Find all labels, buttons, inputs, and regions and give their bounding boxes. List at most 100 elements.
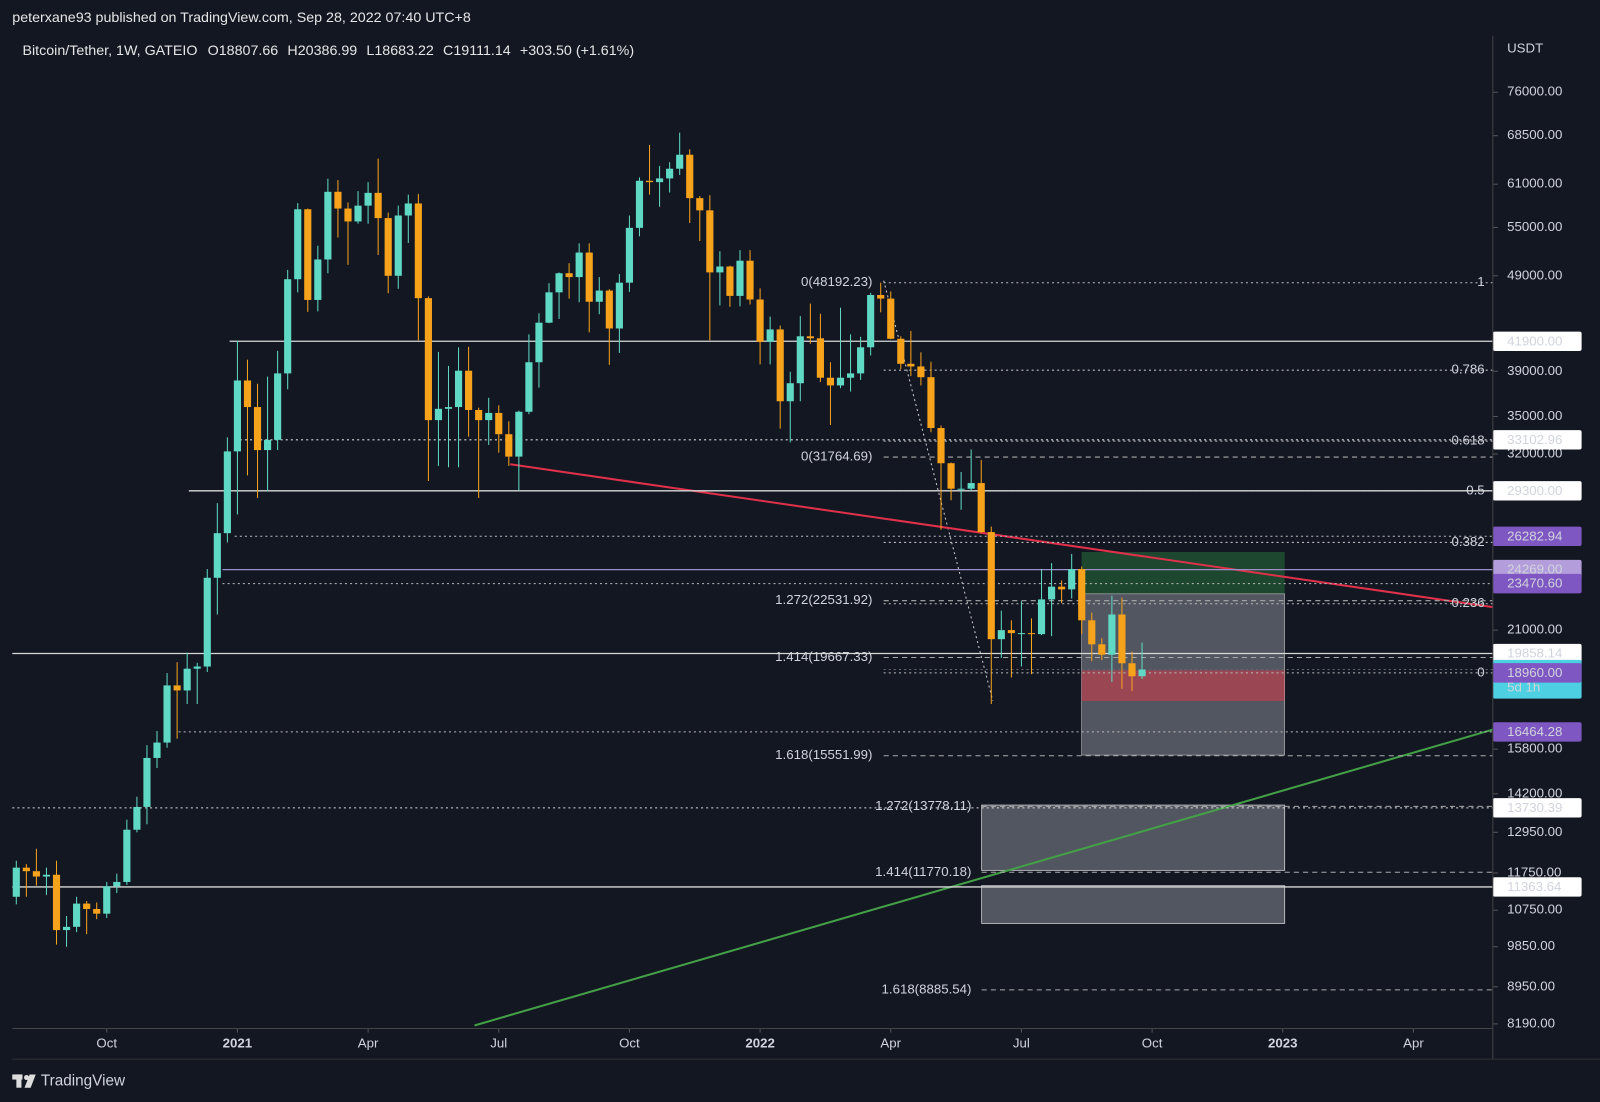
candle-body <box>1118 614 1126 664</box>
candle-body <box>937 428 945 464</box>
fib-extension-label: 1.272(13778.11) <box>875 798 971 813</box>
y-tick-label: 61000.00 <box>1507 176 1562 191</box>
candle-body <box>676 154 684 169</box>
candle-body <box>1058 586 1066 590</box>
fib-extension-label: 1.414(19667.33) <box>775 649 872 664</box>
candle-body <box>545 292 553 323</box>
y-tick-label: 11750.00 <box>1507 864 1561 879</box>
x-tick-label: Jul <box>1013 1035 1030 1050</box>
candle-body <box>133 806 141 830</box>
price-label: 16464.28 <box>1507 724 1562 739</box>
price-label-box <box>1492 573 1582 594</box>
candle-body <box>686 154 694 199</box>
brand: TradingView <box>41 1073 126 1090</box>
candle-body <box>314 259 322 300</box>
candle-body <box>907 363 915 367</box>
candle-body <box>1048 586 1056 600</box>
candle-body <box>786 383 794 402</box>
candle-body <box>495 412 503 435</box>
y-tick-label: 8190.00 <box>1507 1015 1555 1030</box>
candle-body <box>1037 599 1046 635</box>
y-tick-label: 35000.00 <box>1507 408 1562 423</box>
price-label: 11363.64 <box>1507 879 1561 894</box>
fib-origin-label: 0(48192.23) <box>801 274 872 289</box>
candle-body <box>264 439 272 451</box>
candle-body <box>73 903 81 927</box>
candle-body <box>143 757 151 807</box>
x-tick-label: Oct <box>1142 1035 1163 1050</box>
candle-body <box>565 273 573 278</box>
candle-body <box>203 577 211 667</box>
candle-body <box>887 298 895 339</box>
y-tick-label: 9850.00 <box>1507 938 1555 953</box>
candle-body <box>374 192 382 219</box>
candle-body <box>1017 633 1025 635</box>
candle-body <box>103 886 111 914</box>
candle-body <box>434 408 443 421</box>
stop-zone <box>1081 670 1285 701</box>
candle-body <box>1128 663 1136 677</box>
candle-body <box>394 215 402 276</box>
candle-body <box>927 377 935 429</box>
price-label: 33102.96 <box>1507 432 1562 447</box>
candle-body <box>766 329 774 342</box>
fib-label: 0.236 <box>1451 595 1484 610</box>
price-label-box <box>1492 430 1582 450</box>
fib-extension-label: 1.414(11770.18) <box>875 864 971 879</box>
drawings <box>474 280 1494 1027</box>
candle-body <box>294 209 302 280</box>
candle-body <box>444 407 453 409</box>
y-tick-label: 12950.00 <box>1507 824 1562 839</box>
publisher: peterxane93 published on TradingView.com… <box>12 10 471 26</box>
price-label: 29300.00 <box>1507 483 1562 498</box>
candle-body <box>917 366 925 378</box>
candle-body <box>957 488 965 490</box>
candle-body <box>1027 633 1036 635</box>
price-label-box <box>1492 798 1582 818</box>
candle-body <box>83 903 91 910</box>
candle-body <box>233 380 241 452</box>
fib-label: 0.786 <box>1451 362 1484 377</box>
ohlc-value: +303.50 (+1.61%) <box>520 43 634 59</box>
candle-body <box>857 347 865 374</box>
x-tick-label: Jul <box>490 1035 507 1050</box>
candle-body <box>625 227 633 283</box>
candle-body <box>223 451 231 534</box>
candle-body <box>52 874 61 931</box>
candle-body <box>947 463 955 489</box>
fib-extension-label: 1.618(8885.54) <box>882 981 972 996</box>
candle-body <box>424 298 432 421</box>
candle-body <box>605 290 613 329</box>
price-label-box <box>1492 526 1582 546</box>
candle-body <box>284 279 292 374</box>
candle-body <box>414 203 422 299</box>
y-tick-label: 10750.00 <box>1507 902 1562 917</box>
fib-label: 0 <box>1477 664 1484 679</box>
candle-body <box>274 373 282 440</box>
price-label-box <box>1492 331 1582 351</box>
fib-label: 0.5 <box>1466 482 1484 497</box>
candle-body <box>666 168 674 179</box>
candle-body <box>32 871 40 877</box>
fib-extension-label: 1.618(15551.99) <box>775 747 872 762</box>
candle-body <box>746 260 754 300</box>
candle-body <box>756 299 764 342</box>
candle-body <box>153 742 161 758</box>
candle-body <box>62 926 71 931</box>
price-label-box <box>1492 877 1582 897</box>
y-tick-label: 14200.00 <box>1507 785 1562 800</box>
x-tick-label: 2023 <box>1268 1035 1297 1050</box>
fib-extension-label: 0(31764.69) <box>801 449 872 464</box>
range-zone <box>1081 593 1285 756</box>
candle-body <box>22 867 30 872</box>
candle-body <box>344 208 352 222</box>
plot: Bitcoin/Tether, 1W, GATEIO O18807.66 H2038… <box>12 43 1582 1050</box>
candle-body <box>796 336 804 384</box>
fib-extension-label: 1.272(22531.92) <box>775 592 872 607</box>
candle-body <box>193 666 201 669</box>
candle-body <box>183 668 191 691</box>
candle-body <box>726 266 734 296</box>
price-label: 24269.00 <box>1507 562 1562 577</box>
symbol: Bitcoin/Tether, 1W, GATEIO <box>22 43 197 59</box>
